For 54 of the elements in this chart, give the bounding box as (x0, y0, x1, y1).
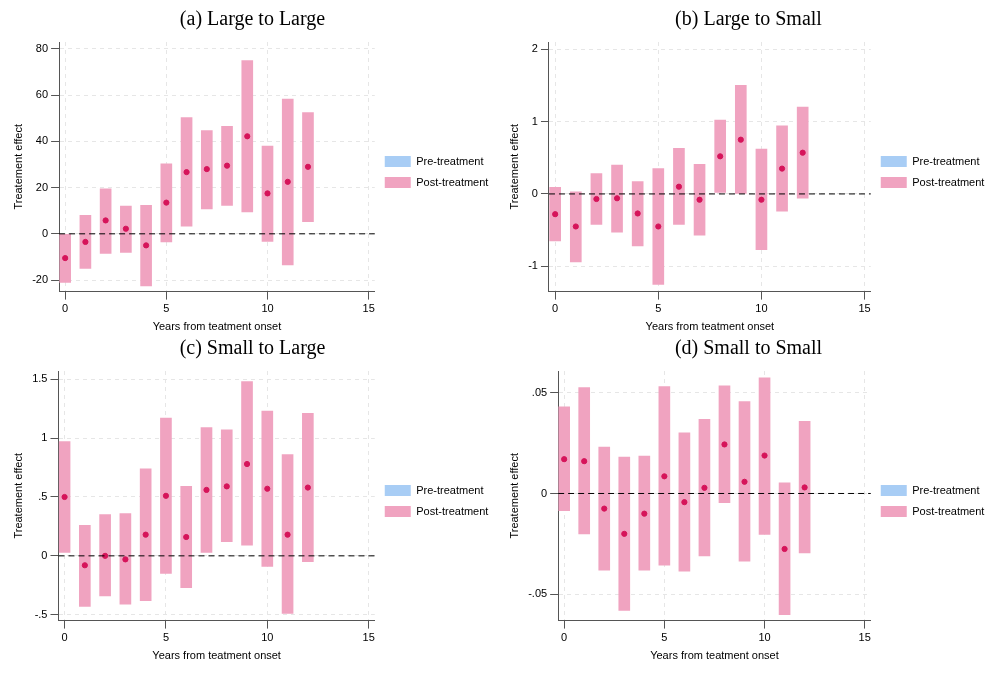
y-tick-label: -.05 (528, 587, 548, 600)
y-axis-title: Treatement effect (11, 453, 24, 539)
x-tick-label: 15 (362, 631, 375, 644)
y-tick-label: 60 (35, 88, 49, 101)
legend-label: Pre-treatment (912, 483, 980, 496)
y-tick-label: .5 (38, 490, 48, 503)
chart-title: (d) Small to Small (674, 336, 823, 360)
y-tick-label: 0 (41, 548, 48, 561)
y-tick-label: 1 (531, 114, 538, 127)
y-tick-label: 2 (531, 42, 538, 55)
y-tick-label: 1 (41, 431, 48, 444)
x-tick-label: 15 (858, 302, 871, 315)
x-tick-label: 0 (552, 302, 559, 315)
y-tick-label: 0 (531, 186, 538, 199)
y-tick-label: -1 (528, 259, 538, 272)
x-tick-label: 0 (62, 302, 69, 315)
y-tick-label: -20 (32, 273, 49, 286)
y-tick-label: 80 (35, 41, 49, 54)
legend-label: Post-treatment (912, 504, 985, 517)
chart-title: (b) Large to Small (675, 7, 823, 31)
chart-title: (a) Large to Large (179, 7, 326, 31)
x-tick-label: 10 (758, 631, 771, 644)
y-tick-label: 40 (35, 134, 49, 147)
legend-label: Post-treatment (416, 504, 489, 517)
y-tick-label: 20 (35, 180, 49, 193)
x-axis-title: Years from teatment onset (645, 320, 775, 333)
y-axis-title: Treatement effect (507, 453, 520, 539)
legend-label: Pre-treatment (416, 483, 484, 496)
x-tick-label: 0 (61, 631, 68, 644)
x-tick-label: 5 (655, 302, 662, 315)
x-tick-label: 15 (362, 302, 375, 315)
x-tick-label: 0 (561, 631, 568, 644)
x-tick-label: 5 (163, 302, 170, 315)
x-axis-title: Years from teatment onset (152, 320, 282, 333)
y-tick-label: -.5 (34, 607, 48, 620)
x-axis-title: Years from teatment onset (152, 649, 281, 662)
y-tick-label: 0 (41, 226, 49, 239)
y-axis-title: Treatement effect (507, 124, 520, 210)
y-axis-title: Treatement effect (11, 124, 24, 210)
y-tick-label: 0 (541, 486, 548, 499)
x-tick-label: 10 (261, 631, 274, 644)
x-tick-label: 10 (261, 302, 274, 315)
x-tick-label: 5 (661, 631, 668, 644)
legend-label: Post-treatment (416, 175, 489, 188)
y-tick-label: .05 (531, 385, 548, 398)
legend-label: Pre-treatment (416, 154, 484, 167)
x-axis-title: Years from teatment onset (650, 649, 779, 662)
y-tick-label: 1.5 (32, 372, 48, 385)
x-tick-label: 10 (755, 302, 768, 315)
x-tick-label: 5 (162, 631, 169, 644)
chart-title: (c) Small to Large (179, 336, 326, 360)
legend-label: Post-treatment (912, 175, 985, 188)
legend-label: Pre-treatment (912, 154, 980, 167)
x-tick-label: 15 (858, 631, 871, 644)
